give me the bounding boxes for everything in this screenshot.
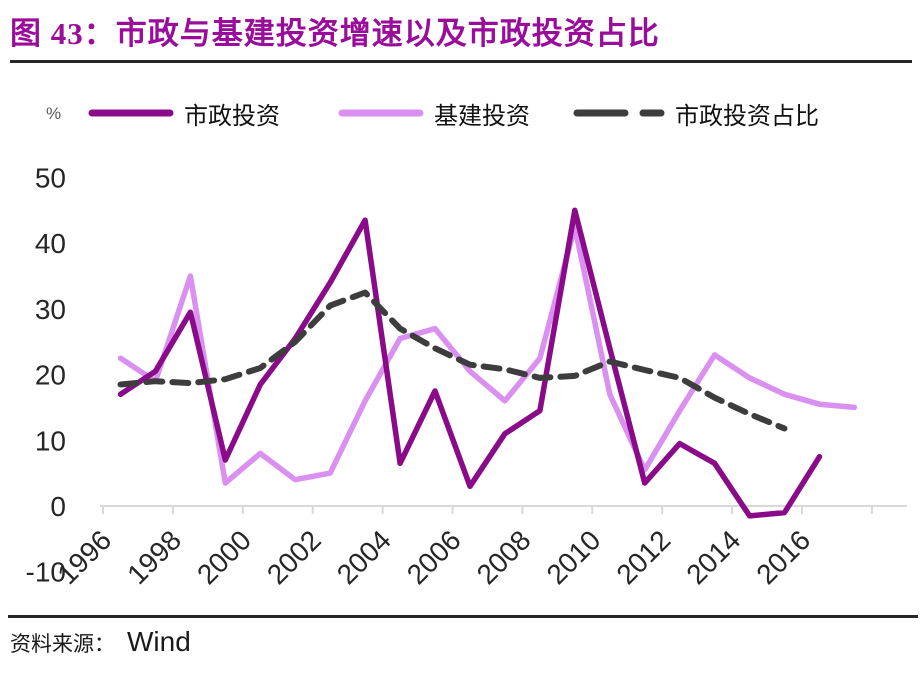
series-line-1 <box>117 224 858 486</box>
source-note: 资料来源： Wind <box>10 626 191 658</box>
y-axis-tick-label: 50 <box>35 163 66 194</box>
figure-title: 图 43：市政与基建投资增速以及市政投资占比 <box>10 16 660 51</box>
y-axis-tick-label: 40 <box>35 228 66 259</box>
solid-line-swatch-icon <box>338 109 424 117</box>
solid-line-swatch-icon <box>88 109 174 117</box>
y-axis-tick-label: 0 <box>50 491 66 522</box>
series-line-2 <box>117 289 788 432</box>
y-axis-tick-label: -10 <box>26 557 66 588</box>
x-axis-tick-label: 2016 <box>750 524 816 590</box>
legend-item-municipal-investment: 市政投资 <box>88 96 280 130</box>
y-axis-tick-label: 30 <box>35 294 66 325</box>
chart-legend: 市政投资 基建投资 市政投资占比 <box>0 96 924 130</box>
legend-label: 基建投资 <box>434 102 530 130</box>
x-axis-tick-label: 2014 <box>680 524 746 590</box>
x-axis-tick-label: 2004 <box>331 524 397 590</box>
y-axis-tick-label: 10 <box>35 425 66 456</box>
legend-item-infrastructure-investment: 基建投资 <box>338 96 530 130</box>
x-axis-tick-label: 2002 <box>261 524 327 590</box>
x-axis-tick-label: 2006 <box>401 524 467 590</box>
legend-label: 市政投资占比 <box>675 102 819 130</box>
x-axis-tick-label: 2000 <box>191 524 257 590</box>
y-axis-unit-label: % <box>46 104 62 123</box>
y-axis-tick-label: 20 <box>35 360 66 391</box>
series-line-0 <box>117 207 823 519</box>
source-value: Wind <box>127 626 191 657</box>
x-axis-tick-label: 2008 <box>471 524 537 590</box>
x-axis-tick-label: 2012 <box>610 524 676 590</box>
x-axis-tick-label: 2010 <box>541 524 607 590</box>
title-divider <box>10 60 912 63</box>
dashed-line-swatch-icon <box>573 109 665 117</box>
x-axis-tick-label: 1998 <box>121 524 187 590</box>
source-divider <box>8 615 918 618</box>
source-label: 资料来源： <box>10 632 115 656</box>
legend-label: 市政投资 <box>184 102 280 130</box>
legend-item-municipal-share: 市政投资占比 <box>573 96 819 130</box>
